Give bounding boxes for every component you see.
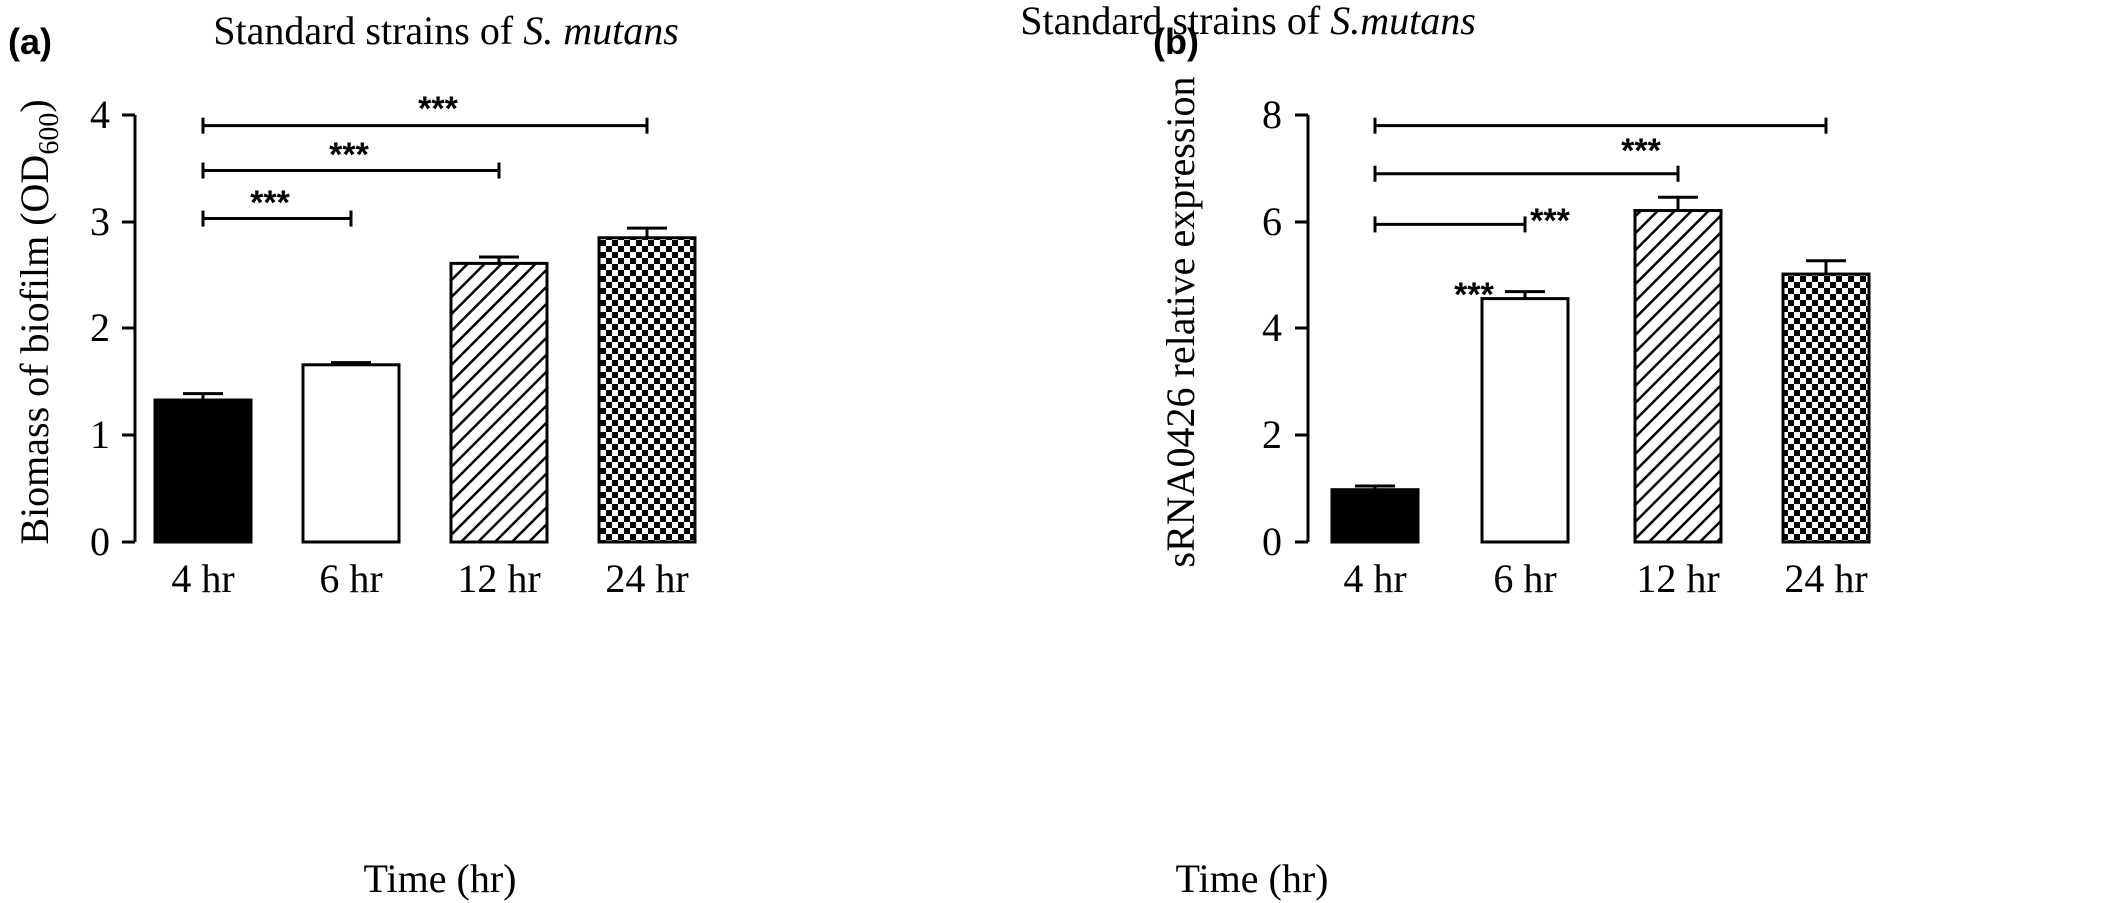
y-tick-label: 8 (1262, 92, 1282, 137)
y-ticks: 0 2 4 6 8 (1262, 92, 1308, 564)
x-tick-labels: 4 hr 6 hr 12 hr 24 hr (171, 556, 688, 601)
x-tick-label: 24 hr (605, 556, 688, 601)
y-tick-label: 2 (90, 305, 110, 350)
x-tick-label: 4 hr (171, 556, 234, 601)
x-axis-label: Time (hr) (1176, 856, 1329, 901)
y-tick-label: 0 (1262, 519, 1282, 564)
bar (1633, 209, 1723, 544)
significance-label: *** (1530, 202, 1570, 240)
significance-bracket-lines (201, 117, 649, 227)
x-tick-label: 24 hr (1784, 556, 1867, 601)
bar (1480, 297, 1570, 544)
y-tick-label: 1 (90, 412, 110, 457)
y-axis-label: Biomass of biofilm (OD600) (12, 99, 65, 544)
chart-title: Standard strains of S.mutans (1020, 0, 1476, 43)
bar (301, 363, 401, 544)
x-tick-label: 6 hr (1493, 556, 1556, 601)
chart-title: Standard strains of S. mutans (213, 8, 679, 53)
significance-label: *** (1621, 132, 1661, 170)
y-tick-label: 0 (90, 519, 110, 564)
bar (449, 261, 549, 544)
bar (597, 236, 697, 544)
bars (1330, 209, 1871, 544)
panel-label: (a) (8, 21, 52, 62)
panel-label: (b) (1153, 21, 1199, 62)
significance-brackets: *** *** *** (1454, 132, 1661, 314)
error-bars (1355, 195, 1846, 490)
significance-label: *** (250, 184, 290, 222)
bar (153, 398, 253, 544)
x-tick-label: 12 hr (1636, 556, 1719, 601)
significance-label: *** (329, 136, 369, 174)
y-tick-label: 6 (1262, 199, 1282, 244)
y-tick-label: 4 (1262, 305, 1282, 350)
panel-b: (b) Standard strains of S.mutans sRNA042… (1020, 0, 1871, 901)
bar (1330, 488, 1420, 544)
x-tick-labels: 4 hr 6 hr 12 hr 24 hr (1343, 556, 1867, 601)
x-axis-label: Time (hr) (364, 856, 517, 901)
significance-bracket-lines (1373, 117, 1828, 233)
y-tick-label: 2 (1262, 412, 1282, 457)
panel-a: (a) Standard strains of S. mutans Biomas… (8, 8, 697, 901)
x-tick-label: 6 hr (319, 556, 382, 601)
significance-label: *** (1454, 276, 1494, 314)
bars (153, 236, 697, 544)
significance-brackets: *** *** *** (250, 90, 458, 222)
y-tick-label: 3 (90, 199, 110, 244)
y-tick-label: 4 (90, 92, 110, 137)
bar (1781, 272, 1871, 544)
x-tick-label: 4 hr (1343, 556, 1406, 601)
x-tick-label: 12 hr (457, 556, 540, 601)
y-axis-label: sRNA0426 relative expression (1158, 76, 1203, 567)
y-ticks: 0 1 2 3 4 (90, 92, 135, 564)
significance-label: *** (418, 90, 458, 128)
error-bars (183, 226, 667, 401)
